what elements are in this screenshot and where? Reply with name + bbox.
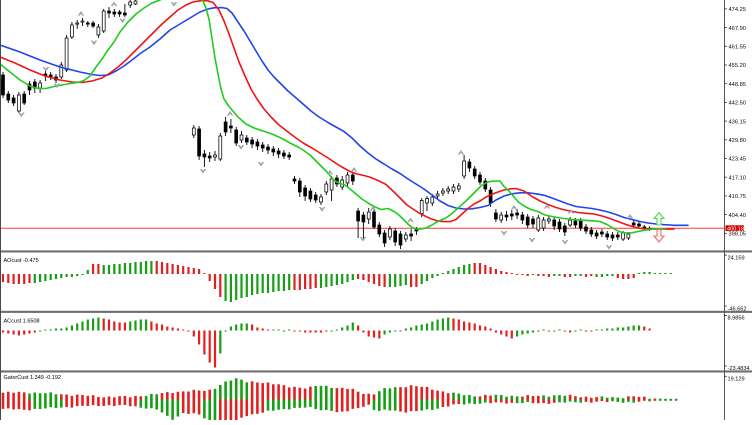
svg-text:8.9856: 8.9856 [728, 316, 745, 322]
svg-text:AOcust -0.475: AOcust -0.475 [4, 258, 39, 264]
svg-text:474.25: 474.25 [729, 7, 746, 13]
svg-text:-23.4834: -23.4834 [728, 366, 750, 372]
svg-text:429.80: 429.80 [729, 138, 746, 144]
svg-text:436.15: 436.15 [729, 119, 746, 125]
svg-text:ACcust 1.6508: ACcust 1.6508 [4, 318, 40, 324]
svg-text:GatorCust 1.349 -0.192: GatorCust 1.349 -0.192 [4, 375, 61, 381]
svg-text:455.20: 455.20 [729, 63, 746, 69]
svg-text:400.18: 400.18 [727, 226, 744, 232]
svg-text:-46.662: -46.662 [728, 306, 747, 312]
svg-text:19.129: 19.129 [728, 377, 745, 383]
svg-text:24.159: 24.159 [728, 255, 745, 261]
svg-text:398.05: 398.05 [729, 232, 746, 238]
svg-text:461.55: 461.55 [729, 45, 746, 51]
svg-text:417.10: 417.10 [729, 175, 746, 181]
svg-text:423.45: 423.45 [729, 157, 746, 163]
svg-text:404.40: 404.40 [729, 213, 746, 219]
svg-text:442.50: 442.50 [729, 101, 746, 107]
svg-text:410.75: 410.75 [729, 194, 746, 200]
svg-text:467.90: 467.90 [729, 26, 746, 32]
svg-text:448.85: 448.85 [729, 82, 746, 88]
